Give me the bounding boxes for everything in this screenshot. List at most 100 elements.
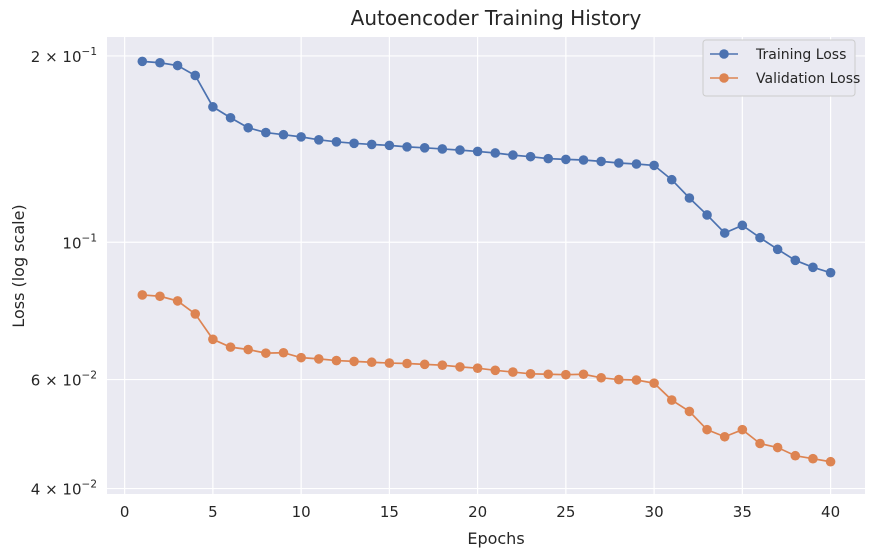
data-point — [543, 369, 554, 380]
data-point — [614, 158, 624, 168]
data-point — [349, 356, 359, 367]
data-point — [419, 143, 430, 153]
data-point — [596, 156, 606, 167]
y-tick-base: 4 × 10 — [31, 481, 82, 499]
y-tick-base: 2 × 10 — [31, 48, 82, 66]
legend-box — [702, 39, 856, 97]
data-point — [737, 220, 748, 231]
data-point — [437, 360, 448, 370]
data-point — [261, 348, 271, 358]
data-point — [755, 438, 765, 449]
data-point — [719, 431, 730, 442]
data-point — [455, 145, 465, 155]
series-training-loss — [137, 56, 836, 278]
y-tick-base: 6 × 10 — [31, 372, 82, 390]
data-point — [472, 363, 483, 373]
legend: Training Loss Validation Loss — [702, 39, 860, 97]
data-point — [437, 144, 448, 154]
x-tick-label: 40 — [821, 503, 840, 521]
data-point — [278, 347, 289, 358]
y-tick-exponent: −2 — [82, 479, 97, 491]
data-point — [737, 424, 748, 435]
data-point — [490, 148, 501, 158]
data-point — [419, 359, 430, 370]
data-point — [596, 372, 606, 383]
legend-label-validation: Validation Loss — [756, 71, 860, 87]
series-validation-loss — [137, 290, 836, 467]
data-point — [172, 296, 183, 306]
data-point — [684, 193, 695, 203]
y-tick-exponent: −1 — [82, 46, 97, 58]
data-point — [296, 352, 306, 363]
data-point — [790, 450, 801, 461]
data-point — [525, 369, 536, 379]
tick-labels: 0 5 10 15 20 25 30 35 402 × 10−110−16 × 10−24 × … — [31, 46, 840, 521]
data-point — [772, 244, 783, 255]
data-point — [808, 453, 818, 464]
data-point — [137, 290, 148, 300]
data-point — [225, 112, 236, 123]
data-point — [578, 369, 589, 380]
y-tick-exponent: −1 — [82, 232, 97, 244]
data-point — [243, 122, 253, 133]
data-point — [578, 155, 589, 165]
data-point — [155, 57, 165, 68]
data-point — [225, 342, 236, 352]
data-point — [384, 358, 395, 368]
data-point — [702, 424, 712, 435]
data-point — [525, 151, 536, 162]
data-point — [261, 127, 271, 138]
data-point — [313, 354, 324, 364]
data-point — [719, 228, 730, 238]
y-tick-exponent: −2 — [82, 370, 97, 382]
legend-marker-validation — [719, 73, 729, 83]
data-point — [631, 159, 642, 169]
data-point — [825, 456, 836, 467]
data-point — [402, 142, 412, 152]
x-axis-label: Epochs — [467, 529, 524, 548]
data-point — [296, 132, 306, 142]
y-tick-base: 10 — [62, 234, 81, 252]
data-point — [137, 56, 148, 67]
legend-marker-training — [719, 49, 729, 59]
data-point — [349, 138, 359, 149]
data-point — [366, 357, 377, 368]
data-point — [402, 358, 412, 369]
data-point — [666, 174, 677, 185]
data-point — [755, 232, 765, 243]
x-tick-label: 5 — [208, 503, 218, 521]
y-tick-label: 2 × 10−1 — [31, 46, 97, 66]
data-point — [561, 154, 571, 165]
data-point — [190, 309, 201, 319]
data-point — [243, 344, 253, 355]
x-tick-label: 10 — [292, 503, 311, 521]
x-tick-label: 30 — [645, 503, 664, 521]
data-point — [455, 362, 465, 372]
data-point — [208, 334, 218, 345]
data-point — [508, 150, 518, 160]
x-tick-label: 0 — [120, 503, 130, 521]
data-point — [649, 378, 659, 388]
data-point — [490, 365, 501, 376]
series-line — [142, 60, 831, 274]
data-point — [172, 60, 183, 71]
y-tick-label: 10−1 — [62, 232, 97, 252]
y-tick-label: 6 × 10−2 — [31, 370, 97, 390]
data-point — [808, 262, 818, 273]
x-tick-label: 20 — [468, 503, 487, 521]
data-point — [331, 137, 342, 147]
legend-label-training: Training Loss — [755, 47, 846, 63]
data-point — [666, 395, 677, 405]
data-point — [543, 153, 554, 164]
data-point — [155, 291, 165, 302]
series-line — [142, 294, 831, 463]
x-tick-label: 25 — [556, 503, 575, 521]
data-point — [384, 140, 395, 151]
data-point — [614, 374, 624, 385]
data-point — [790, 255, 801, 266]
data-point — [772, 442, 783, 453]
data-point — [631, 375, 642, 385]
x-tick-label: 35 — [733, 503, 752, 521]
plot-background — [107, 37, 865, 494]
